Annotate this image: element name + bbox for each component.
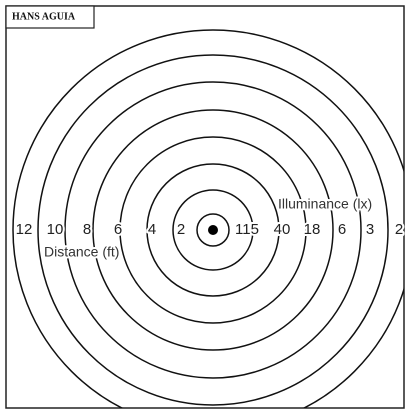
illuminance-label: 115 — [235, 221, 259, 238]
ring — [92, 109, 334, 351]
illuminance-caption: Illuminance (lx) — [278, 196, 372, 212]
distance-caption: Distance (ft) — [44, 244, 119, 260]
distance-label: 2 — [177, 221, 185, 238]
ring — [172, 189, 254, 271]
ring — [196, 213, 230, 247]
illuminance-label: 18 — [304, 221, 321, 238]
center-dot — [208, 225, 218, 235]
illuminance-label: 2 — [395, 221, 403, 238]
distance-label: 4 — [148, 221, 156, 238]
illuminance-label: 6 — [338, 221, 346, 238]
distance-label: 6 — [114, 221, 122, 238]
rings — [12, 29, 404, 408]
ring — [37, 54, 389, 406]
ring — [64, 81, 362, 379]
ring — [146, 163, 280, 297]
distance-label: 10 — [47, 221, 64, 238]
illuminance-label: 3 — [366, 221, 374, 238]
illuminance-label: 40 — [274, 221, 291, 238]
title-box — [5, 5, 95, 29]
ring — [12, 29, 404, 408]
distance-label: 12 — [16, 221, 33, 238]
title: HANS AGUIA — [12, 11, 76, 22]
ring — [119, 136, 307, 324]
distance-label: 8 — [83, 221, 91, 238]
